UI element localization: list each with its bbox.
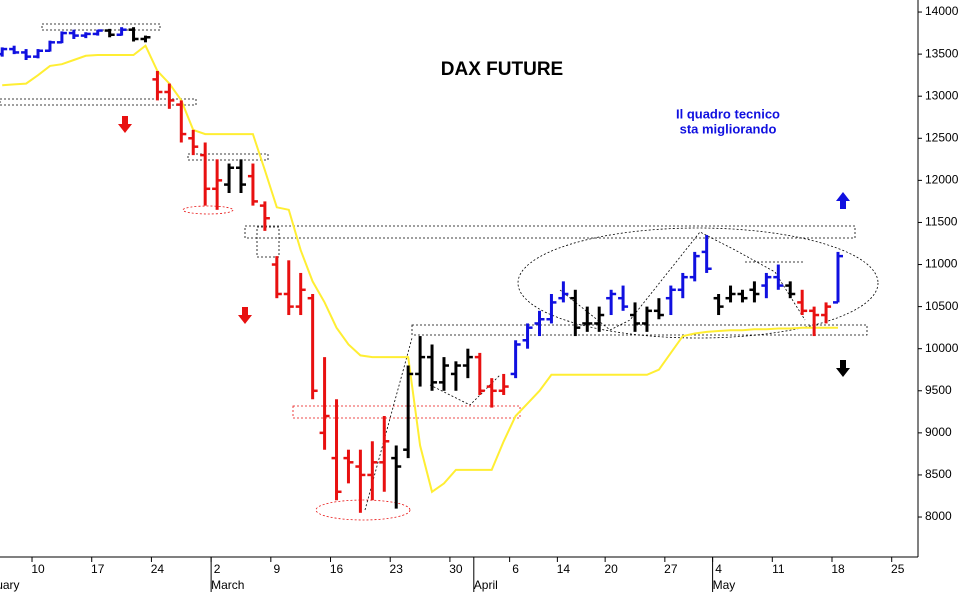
month-label: March [211,578,244,592]
month-label: April [474,578,498,592]
x-tick-label: 23 [390,562,404,576]
x-tick-label: 9 [273,562,280,576]
ellipse [517,227,879,339]
annotation: sta migliorando [680,121,777,136]
x-tick-label: 16 [330,562,344,576]
range-box [411,324,868,336]
x-tick-label: 10 [31,562,45,576]
x-tick-label: 18 [831,562,845,576]
y-tick-label: 14000 [925,4,959,18]
range-box [244,225,856,239]
y-tick-label: 10000 [925,341,959,355]
month-label: May [713,578,736,592]
x-tick-label: 14 [557,562,571,576]
range-box [256,226,280,258]
x-tick-label: 27 [664,562,678,576]
x-tick-label: 25 [891,562,905,576]
x-tick-label: 6 [512,562,519,576]
y-tick-label: 9000 [925,425,952,439]
arrow-up [836,192,850,209]
y-tick-label: 13500 [925,46,959,60]
x-tick-label: 24 [151,562,165,576]
ellipse [315,499,411,521]
x-tick-label: 11 [772,562,785,576]
y-tick-label: 12500 [925,130,959,144]
y-tick-label: 11500 [925,215,958,229]
trend-line [429,374,501,406]
annotation-shapes [0,23,879,521]
arrow-down [118,116,132,133]
y-tick-label: 12000 [925,173,959,187]
x-tick-label: 17 [91,562,105,576]
range-box [0,98,197,106]
x-tick-label: 2 [214,562,221,576]
y-tick-label: 13000 [925,88,959,102]
range-box [41,23,161,31]
chart-title: DAX FUTURE [441,59,563,80]
y-tick-label: 8000 [925,509,952,523]
x-tick-label: 4 [715,562,722,576]
y-tick-label: 8500 [925,467,952,481]
arrow-down [238,307,252,324]
month-label: uary [0,578,20,592]
x-tick-label: 30 [449,562,463,576]
arrows [118,116,850,377]
annotation: Il quadro tecnico [676,106,780,121]
x-tick-label: 20 [604,562,618,576]
trend-line [559,231,806,331]
line [2,44,838,494]
y-tick-label: 9500 [925,383,952,397]
y-tick-label: 10500 [925,299,959,313]
arrow-down [836,360,850,377]
y-tick-label: 11000 [925,257,958,271]
range-box [187,153,269,161]
ellipse [182,205,234,215]
